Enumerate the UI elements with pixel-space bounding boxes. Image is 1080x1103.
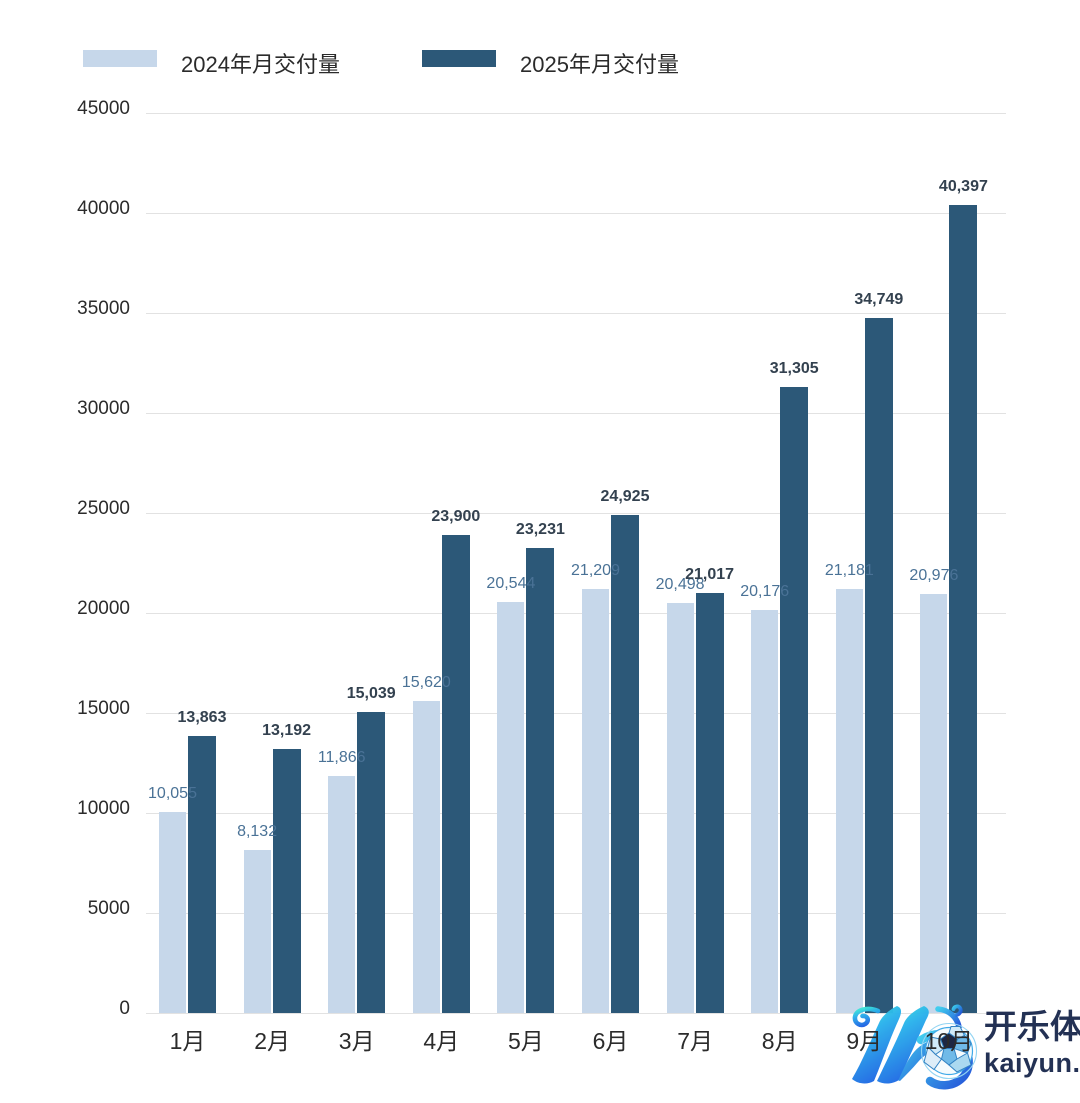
svg-text:开乐体育: 开乐体育: [984, 1008, 1080, 1045]
svg-text:kaiyun.com: kaiyun.com: [984, 1048, 1080, 1078]
